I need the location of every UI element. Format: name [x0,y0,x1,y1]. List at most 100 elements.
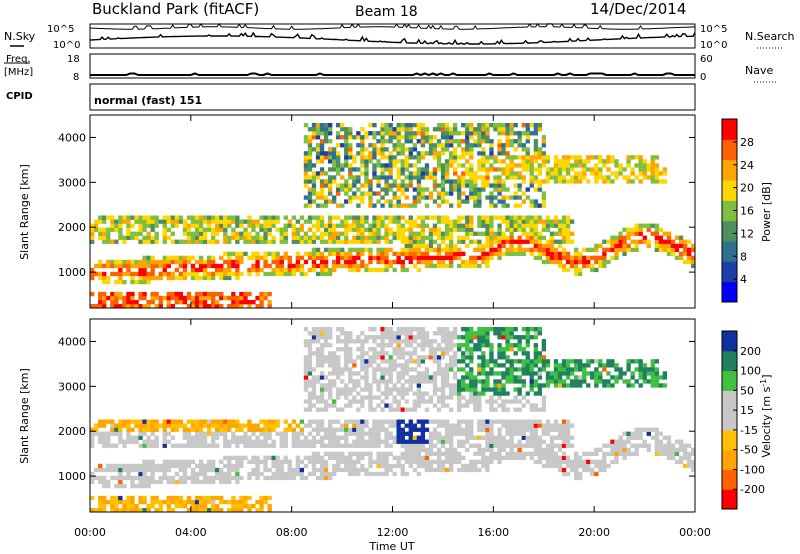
power-cell [142,215,147,220]
velocity-cell [336,387,341,392]
power-cell [618,163,623,168]
velocity-cell [291,471,297,477]
velocity-cell [315,431,321,436]
velocity-cell [505,399,510,404]
velocity-cell [533,447,539,453]
power-cell [223,239,228,244]
power-cell [626,243,631,249]
velocity-cell [279,471,284,477]
power-cell [453,159,458,164]
power-cell [549,243,555,249]
power-cell [436,235,442,240]
power-cell [420,255,426,261]
velocity-cell [574,455,579,461]
velocity-cell [432,403,438,408]
velocity-cell [477,339,482,344]
velocity-cell [650,371,655,376]
velocity-cell [142,419,147,424]
velocity-cell [412,407,418,412]
power-cell [352,259,357,265]
velocity-cell [416,359,422,364]
power-cell [610,155,615,160]
power-cell [541,223,547,228]
velocity-cell [525,355,530,360]
velocity-cell [247,419,252,424]
power-cell [404,195,409,200]
power-cell [545,255,551,261]
power-cell [372,227,377,232]
power-cell [557,179,563,184]
velocity-cell [428,431,434,436]
velocity-cell [436,459,442,465]
power-cell [549,167,555,172]
velocity-cell [207,463,212,469]
velocity-cell [162,459,167,465]
power-cell [380,135,385,140]
power-cell [638,231,643,236]
velocity-cell [533,335,539,340]
velocity-cell [126,423,131,428]
power-cell [323,247,329,253]
power-cell [328,231,333,236]
velocity-cell [408,423,413,428]
power-cell [469,219,474,224]
velocity-cell [557,383,563,388]
power-cell [323,239,329,244]
power-cell [303,239,309,244]
velocity-cell [428,339,434,344]
power-cell [634,231,639,236]
velocity-cell [166,504,171,509]
power-cell [642,159,647,164]
power-cell [307,159,313,164]
velocity-cell [122,463,127,469]
velocity-cell [408,335,413,340]
power-cell [525,215,530,220]
velocity-cell [485,371,490,376]
velocity-cell [420,443,426,448]
velocity-cell [533,327,539,332]
power-cell [307,187,313,192]
power-cell [303,167,309,172]
power-cell [408,203,413,208]
power-cell [416,155,422,160]
velocity-cell [420,431,426,436]
velocity-cell [396,391,401,396]
power-cell [332,151,337,156]
power-cell [489,199,494,204]
power-cell [561,215,567,220]
power-cell [102,219,107,224]
power-cell [368,179,373,184]
velocity-cell [219,499,224,505]
velocity-cell [392,339,397,344]
power-cell [489,215,494,220]
velocity-cell [255,467,260,473]
power-cell [255,239,260,244]
power-cell [126,235,131,240]
power-cell [102,271,107,277]
power-cell [533,187,539,192]
power-cell [525,239,530,244]
power-cell [263,231,268,236]
velocity-cell [90,508,95,513]
velocity-cell [384,435,389,440]
power-cell [279,263,284,269]
power-cell [323,127,329,132]
velocity-cell [352,399,357,404]
velocity-cell [461,431,466,436]
velocity-cell [440,387,446,392]
power-cell [102,235,107,240]
power-cell [545,159,551,164]
velocity-cell [598,379,603,384]
power-cell [521,227,526,232]
power-cell [198,291,204,297]
velocity-cell [126,427,131,432]
velocity-cell [570,359,575,364]
velocity-cell [449,367,454,372]
velocity-cell [122,443,127,448]
power-cell [263,259,268,265]
power-cell [239,271,244,277]
power-cell [255,267,260,273]
velocity-cell [344,455,349,461]
power-cell [255,259,260,265]
velocity-cell [275,431,280,436]
